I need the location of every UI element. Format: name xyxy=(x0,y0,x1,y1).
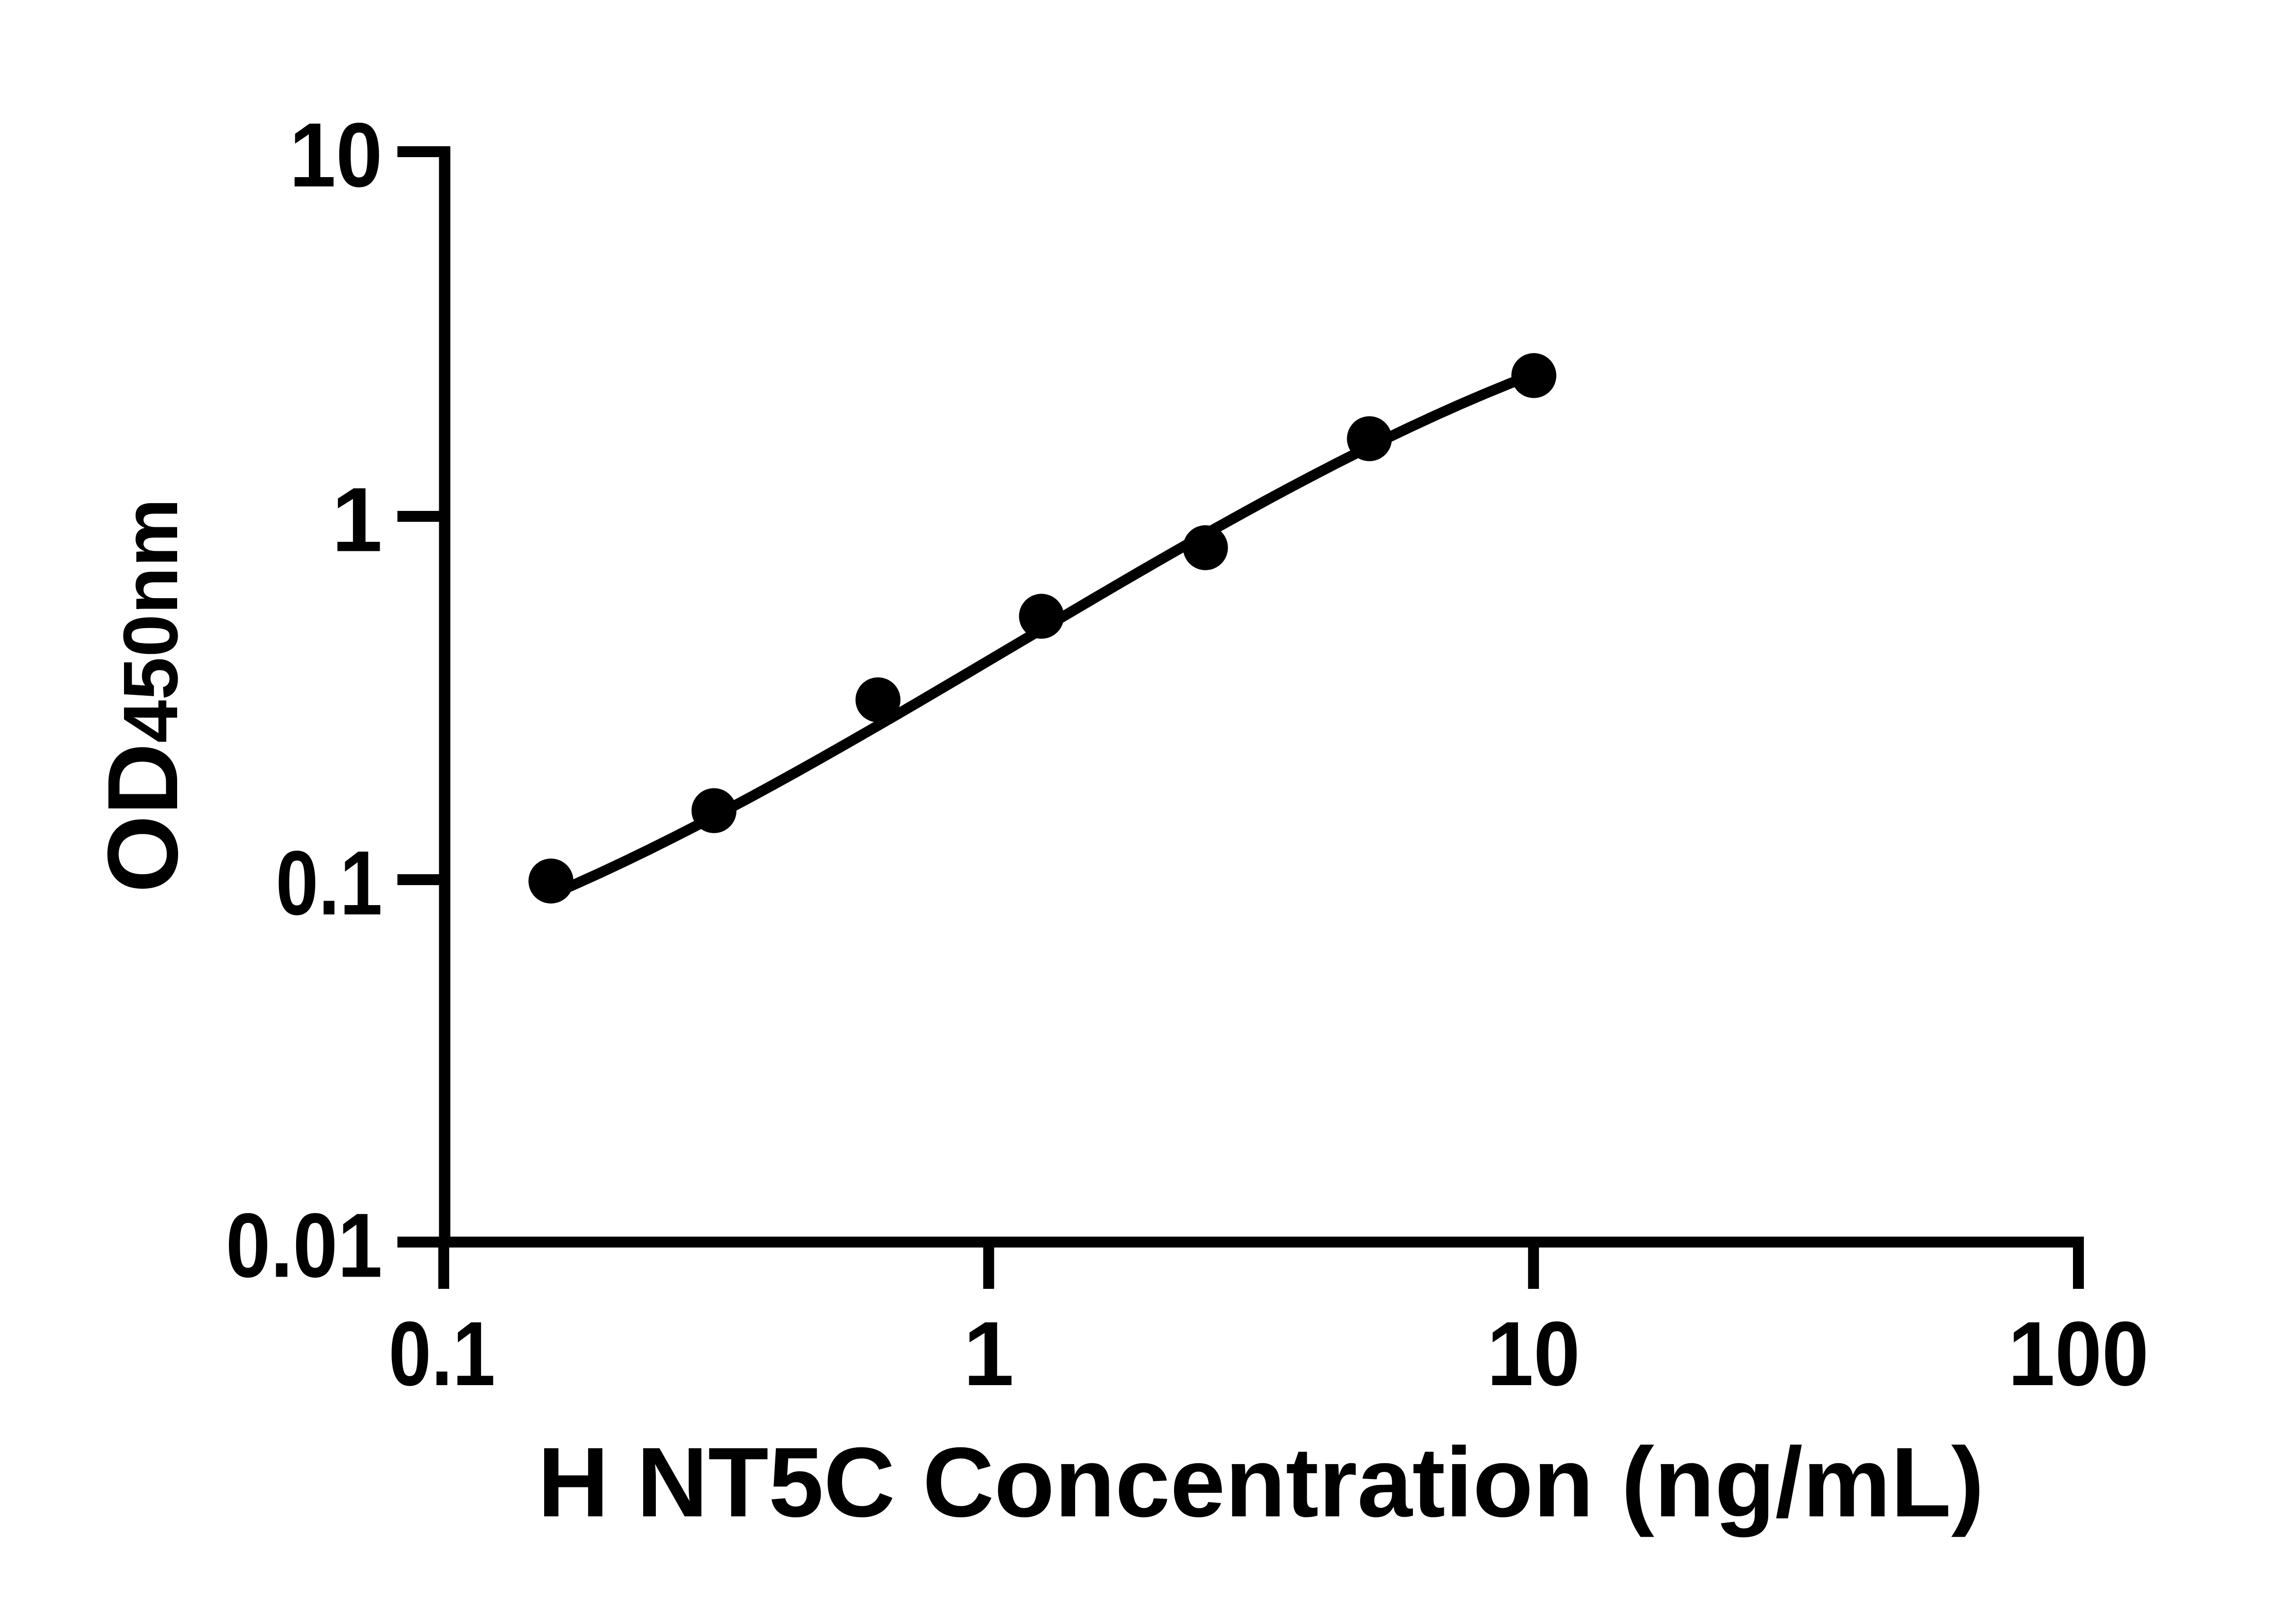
svg-text:100: 100 xyxy=(2008,1302,2149,1405)
svg-text:10: 10 xyxy=(289,104,382,206)
svg-text:1: 1 xyxy=(963,1302,1014,1405)
svg-text:1: 1 xyxy=(332,469,382,571)
svg-text:0.1: 0.1 xyxy=(389,1302,496,1405)
svg-text:0.1: 0.1 xyxy=(276,832,382,934)
svg-text:10: 10 xyxy=(1487,1302,1580,1405)
svg-text:H NT5C Concentration (ng/mL): H NT5C Concentration (ng/mL) xyxy=(537,1427,1984,1538)
svg-text:0.01: 0.01 xyxy=(226,1194,382,1297)
svg-text:OD450nm: OD450nm xyxy=(87,498,198,893)
